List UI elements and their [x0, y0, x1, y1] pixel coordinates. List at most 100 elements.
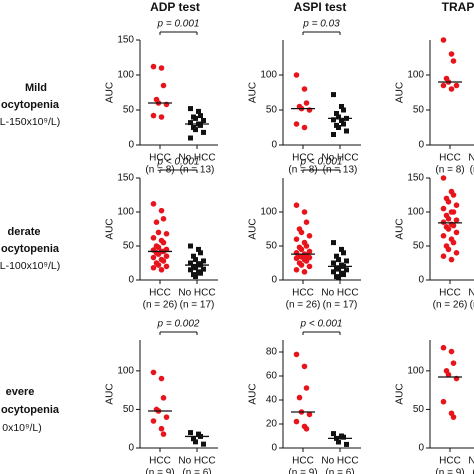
- x-tick-label: HCC: [149, 456, 171, 467]
- x-tick-note: (n = 9): [288, 468, 317, 474]
- point: [150, 254, 157, 261]
- point: [193, 439, 198, 445]
- point: [450, 414, 457, 420]
- p-value: p < 0.001: [157, 157, 200, 168]
- point: [344, 267, 349, 273]
- point: [341, 434, 346, 440]
- point: [331, 260, 336, 266]
- x-tick-label: No HCC: [178, 288, 215, 299]
- y-tick-label: 0: [418, 443, 424, 454]
- point: [155, 244, 162, 251]
- point: [188, 135, 193, 141]
- point: [158, 65, 165, 71]
- x-tick-note: (n = 9): [145, 468, 174, 474]
- point: [306, 411, 313, 418]
- point: [450, 360, 457, 366]
- y-tick-label: 150: [117, 35, 134, 46]
- point: [445, 246, 452, 253]
- point: [440, 205, 447, 212]
- point: [188, 260, 193, 266]
- point: [293, 72, 300, 78]
- point: [188, 267, 193, 273]
- point: [445, 216, 452, 222]
- point: [160, 395, 167, 401]
- x-tick-label: HCC: [149, 153, 171, 164]
- y-tick-label: 50: [266, 105, 278, 116]
- row-label: evere: [6, 386, 35, 398]
- point: [339, 246, 344, 252]
- point: [188, 430, 193, 436]
- point: [158, 267, 165, 273]
- point: [188, 243, 193, 249]
- row-label: derate: [7, 226, 40, 238]
- x-tick-label: No HCC: [321, 456, 358, 467]
- point: [339, 104, 344, 109]
- x-tick-note: (n = 26): [286, 300, 321, 311]
- point: [193, 274, 198, 280]
- point: [445, 226, 452, 232]
- point: [341, 107, 346, 113]
- point: [150, 235, 157, 241]
- point: [191, 253, 196, 259]
- point: [336, 266, 341, 272]
- point: [160, 82, 167, 89]
- point: [331, 92, 336, 98]
- point: [301, 124, 308, 131]
- point: [293, 255, 300, 262]
- x-tick-note: (n = 13): [470, 165, 474, 176]
- y-tick-label: 100: [117, 365, 134, 376]
- point: [303, 385, 310, 391]
- point: [193, 127, 198, 133]
- point: [440, 37, 447, 43]
- point: [293, 202, 300, 208]
- x-tick-label: No HCC: [468, 153, 474, 164]
- x-tick-note: (n = 17): [180, 300, 215, 311]
- point: [296, 394, 303, 401]
- y-tick-label: 0: [128, 443, 134, 454]
- point: [150, 201, 157, 207]
- point: [196, 246, 201, 252]
- y-axis-label: AUC: [105, 218, 116, 239]
- point: [448, 348, 455, 355]
- point: [448, 51, 455, 57]
- point: [331, 431, 336, 437]
- y-tick-label: 150: [407, 173, 424, 184]
- point: [453, 202, 460, 208]
- x-tick-note: (n = 26): [433, 300, 468, 311]
- y-tick-label: 80: [266, 347, 278, 358]
- point: [293, 236, 300, 242]
- y-axis-label: AUC: [395, 383, 406, 404]
- y-axis-label: AUC: [105, 82, 116, 103]
- y-tick-label: 50: [413, 241, 425, 252]
- point: [191, 436, 196, 442]
- point: [331, 117, 336, 123]
- y-tick-label: 0: [271, 443, 277, 454]
- point: [193, 265, 198, 271]
- point: [334, 111, 339, 116]
- x-tick-note: (n = 17): [470, 300, 474, 311]
- y-tick-label: 100: [407, 207, 424, 218]
- point: [158, 375, 165, 382]
- point: [440, 82, 447, 89]
- y-tick-label: 100: [117, 207, 134, 218]
- y-tick-label: 100: [260, 207, 277, 218]
- point: [306, 263, 313, 270]
- point: [196, 108, 201, 114]
- y-tick-label: 50: [123, 105, 135, 116]
- point: [298, 229, 305, 236]
- point: [298, 262, 305, 268]
- point: [301, 209, 308, 215]
- point: [341, 272, 346, 278]
- column-title: ADP test: [150, 0, 200, 14]
- point: [198, 270, 203, 276]
- point: [198, 113, 203, 119]
- point: [198, 122, 203, 128]
- row-label: ocytopenia: [1, 404, 60, 416]
- point: [150, 112, 157, 119]
- point: [440, 233, 447, 239]
- point: [158, 207, 165, 214]
- point: [448, 256, 455, 263]
- point: [341, 250, 346, 256]
- x-tick-label: HCC: [292, 153, 314, 164]
